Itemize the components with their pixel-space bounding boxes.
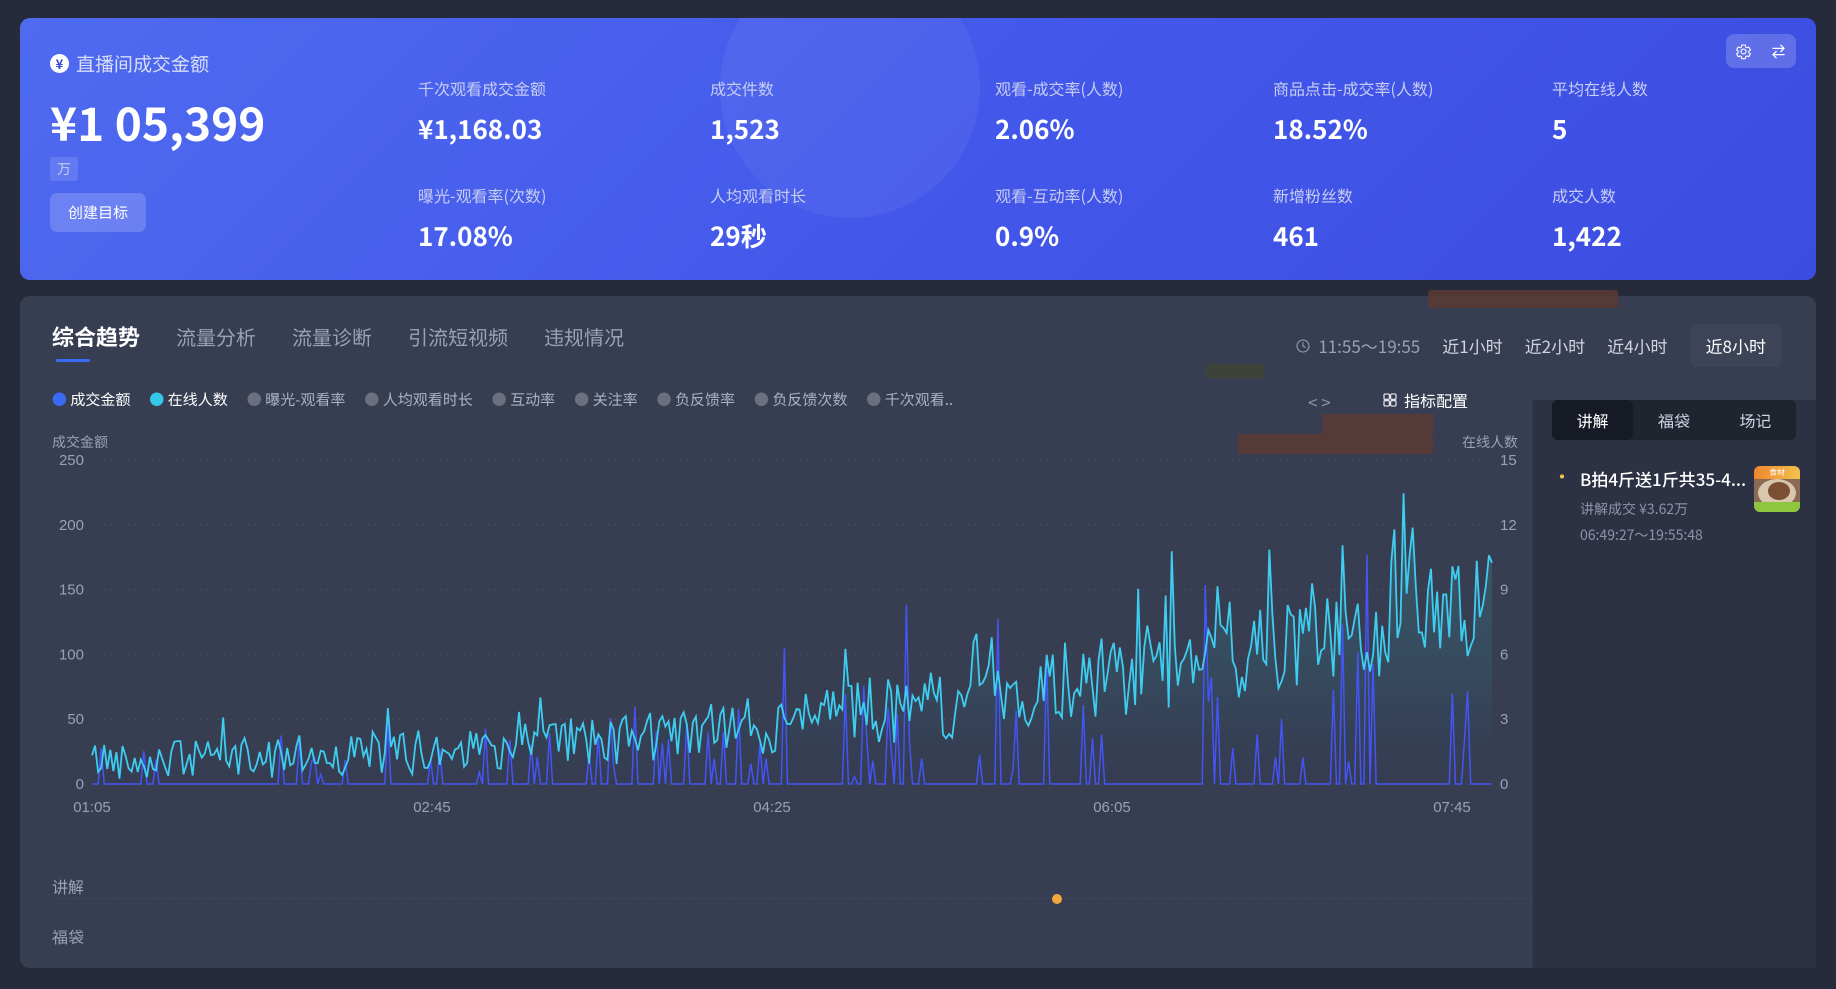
svg-text:01:05: 01:05 [73, 799, 111, 816]
svg-text:06:05: 06:05 [1093, 799, 1131, 816]
svg-text:50: 50 [67, 711, 84, 728]
svg-text:150: 150 [59, 582, 84, 599]
svg-text:0: 0 [76, 776, 84, 793]
svg-text:6: 6 [1500, 646, 1508, 663]
svg-text:9: 9 [1500, 582, 1508, 599]
svg-text:200: 200 [59, 517, 84, 534]
svg-text:100: 100 [59, 646, 84, 663]
svg-text:02:45: 02:45 [413, 799, 451, 816]
svg-text:0: 0 [1500, 776, 1508, 793]
svg-text:12: 12 [1500, 517, 1517, 534]
svg-text:250: 250 [59, 452, 84, 469]
svg-text:15: 15 [1500, 452, 1517, 469]
svg-text:3: 3 [1500, 711, 1508, 728]
svg-text:07:45: 07:45 [1433, 799, 1471, 816]
svg-text:04:25: 04:25 [753, 799, 791, 816]
